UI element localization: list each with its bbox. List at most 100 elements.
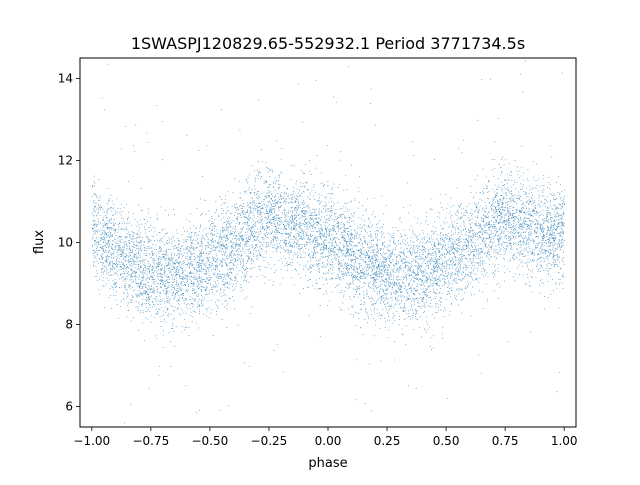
data-point bbox=[489, 241, 491, 243]
data-point bbox=[134, 255, 135, 257]
data-point bbox=[368, 260, 370, 262]
data-point bbox=[280, 233, 282, 234]
data-point bbox=[355, 245, 357, 247]
data-point bbox=[267, 212, 269, 214]
data-point bbox=[553, 253, 555, 255]
data-point bbox=[554, 235, 556, 237]
data-point bbox=[540, 261, 542, 262]
data-point bbox=[515, 237, 517, 239]
data-point bbox=[473, 251, 474, 252]
data-point bbox=[241, 258, 243, 259]
data-point bbox=[312, 257, 314, 259]
data-point bbox=[232, 247, 234, 248]
data-point bbox=[425, 222, 426, 223]
data-point bbox=[148, 247, 150, 249]
data-point bbox=[226, 230, 228, 231]
data-point bbox=[201, 240, 203, 242]
data-point bbox=[276, 217, 278, 219]
data-point bbox=[286, 212, 288, 214]
data-point bbox=[321, 277, 323, 278]
data-point bbox=[378, 298, 380, 300]
data-point bbox=[341, 252, 343, 254]
data-point bbox=[311, 217, 313, 219]
data-point bbox=[130, 264, 132, 266]
data-point bbox=[441, 227, 443, 229]
data-point bbox=[238, 232, 240, 234]
data-point bbox=[459, 261, 461, 263]
data-point bbox=[193, 256, 195, 257]
data-point bbox=[361, 257, 363, 259]
data-point bbox=[315, 213, 317, 215]
data-point bbox=[212, 239, 213, 240]
data-point bbox=[493, 217, 495, 219]
data-point bbox=[493, 251, 495, 253]
data-point bbox=[291, 223, 292, 224]
data-point bbox=[233, 237, 235, 239]
data-point bbox=[410, 253, 411, 255]
data-point bbox=[290, 194, 292, 196]
data-point bbox=[420, 307, 422, 309]
data-point bbox=[164, 280, 166, 282]
data-point bbox=[178, 256, 180, 258]
data-point bbox=[551, 194, 552, 196]
data-point bbox=[213, 235, 215, 236]
data-point bbox=[356, 249, 358, 251]
data-point bbox=[213, 222, 214, 224]
data-point bbox=[266, 204, 267, 206]
data-point bbox=[524, 194, 526, 195]
data-point bbox=[329, 210, 331, 211]
data-point bbox=[91, 244, 93, 246]
data-point bbox=[181, 281, 182, 283]
data-point bbox=[232, 286, 233, 287]
data-point bbox=[470, 213, 472, 214]
data-point bbox=[488, 224, 490, 225]
data-point bbox=[299, 277, 301, 279]
data-point bbox=[236, 203, 237, 205]
data-point bbox=[140, 249, 142, 251]
data-point bbox=[215, 225, 217, 227]
data-point bbox=[528, 242, 529, 244]
data-point bbox=[389, 254, 391, 256]
data-point bbox=[232, 246, 233, 247]
data-point bbox=[108, 226, 110, 228]
data-point bbox=[164, 257, 166, 259]
data-point bbox=[262, 199, 264, 201]
data-point bbox=[264, 233, 266, 235]
data-point bbox=[373, 273, 374, 275]
data-point bbox=[366, 291, 368, 293]
data-point bbox=[219, 230, 221, 232]
data-point bbox=[427, 262, 428, 264]
data-point bbox=[370, 234, 371, 236]
data-point bbox=[95, 258, 97, 260]
data-point bbox=[100, 262, 102, 263]
data-point bbox=[456, 277, 458, 279]
data-point bbox=[258, 268, 260, 270]
data-point bbox=[452, 283, 453, 285]
data-point bbox=[211, 248, 213, 250]
data-point bbox=[188, 262, 190, 264]
data-point bbox=[110, 267, 112, 269]
data-point bbox=[443, 316, 445, 317]
data-point bbox=[524, 212, 526, 214]
data-point bbox=[560, 218, 562, 219]
data-point bbox=[179, 276, 180, 278]
data-point bbox=[487, 252, 489, 253]
data-point bbox=[372, 305, 373, 306]
data-point bbox=[452, 239, 454, 240]
data-point bbox=[535, 224, 536, 226]
data-point bbox=[467, 275, 469, 276]
data-point bbox=[444, 254, 446, 255]
data-point bbox=[346, 221, 348, 223]
data-point bbox=[553, 290, 554, 291]
data-point bbox=[330, 239, 332, 241]
data-point bbox=[222, 244, 224, 245]
data-point bbox=[404, 303, 406, 304]
data-point bbox=[320, 249, 322, 251]
data-point bbox=[480, 226, 482, 228]
data-point bbox=[393, 268, 395, 270]
data-point bbox=[363, 224, 365, 226]
data-point bbox=[426, 212, 428, 213]
data-point bbox=[184, 327, 186, 328]
data-point bbox=[391, 288, 393, 290]
data-point bbox=[513, 225, 514, 227]
